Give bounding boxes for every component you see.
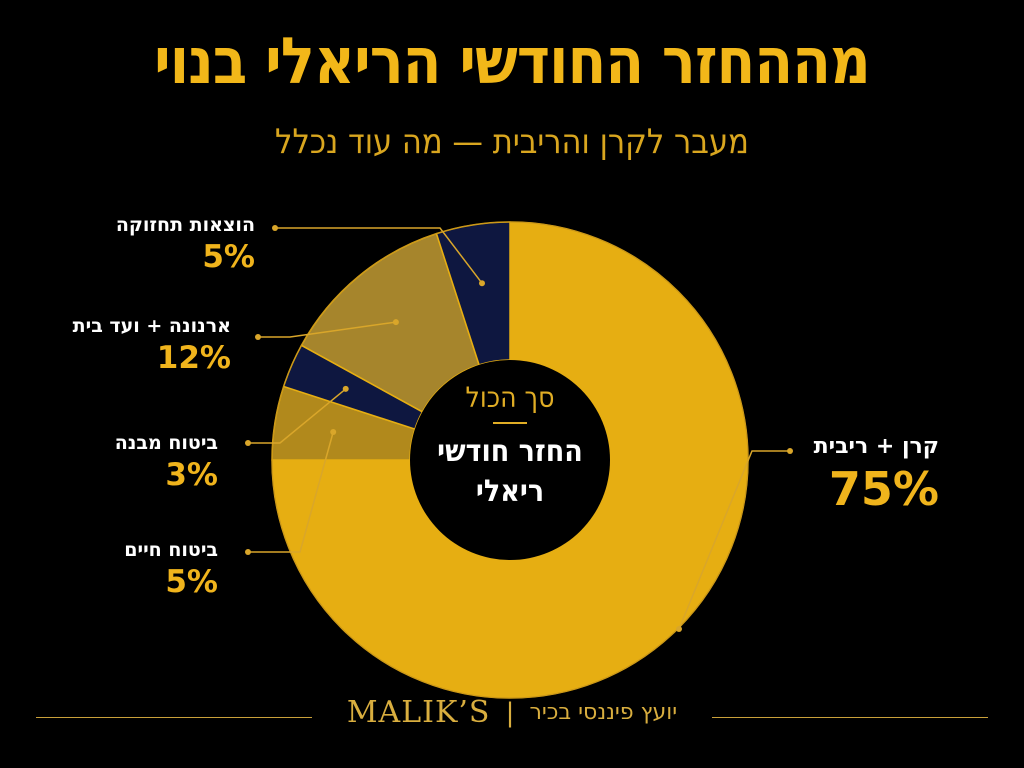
value-maintenance: 5%	[202, 239, 255, 275]
value-building-insurance: 3%	[165, 457, 218, 493]
leader-maintenance	[275, 227, 483, 284]
leader-life-insurance-end-dot	[245, 549, 251, 555]
label-maintenance: הוצאות תחזוקה	[115, 214, 255, 236]
footer-line-right	[712, 717, 988, 718]
page-subtitle: מעבר לקרן והריבית — מה עוד נכלל	[275, 122, 749, 162]
leader-building-insurance-start-dot	[342, 385, 349, 392]
center-total-label: סך הכול	[465, 381, 555, 414]
leader-life-insurance-start-dot	[330, 428, 337, 435]
label-property-tax: ארנונה + ועד בית	[72, 315, 231, 337]
leader-building-insurance	[248, 388, 347, 444]
legend-property-tax: ארנונה + ועד בית 12%	[73, 313, 231, 377]
label-principal-interest: קרן + ריבית	[813, 434, 939, 459]
footer-separator: |	[505, 697, 515, 728]
leader-principal-interest	[678, 450, 790, 630]
value-life-insurance: 5%	[165, 564, 218, 600]
footer: MALIK’S | יועץ פיננסי בכיר	[0, 695, 1024, 730]
leader-principal-interest-end-dot	[787, 448, 793, 454]
value-property-tax: 12%	[156, 340, 231, 376]
leader-maintenance-start-dot	[478, 280, 485, 287]
page-title: מההחזר החודשי הריאלי בנוי	[154, 25, 871, 99]
leader-property-tax-end-dot	[255, 334, 261, 340]
label-life-insurance: ביטוח חיים	[124, 539, 218, 561]
center-main-line1: החזר חודשי	[437, 434, 583, 469]
leader-life-insurance	[248, 431, 334, 553]
label-building-insurance: ביטוח מבנה	[114, 432, 218, 454]
leader-building-insurance-end-dot	[245, 440, 251, 446]
value-principal-interest: 75%	[828, 462, 939, 516]
center-divider	[493, 422, 527, 424]
donut-center: סך הכול החזר חודשי ריאלי	[412, 362, 608, 558]
donut-hole	[410, 360, 610, 560]
footer-line-left	[36, 717, 312, 718]
leader-maintenance-end-dot	[272, 225, 278, 231]
legend-life-insurance: ביטוח חיים 5%	[124, 537, 218, 601]
legend-maintenance: הוצאות תחזוקה 5%	[116, 212, 255, 276]
legend-building-insurance: ביטוח מבנה 3%	[115, 430, 218, 494]
footer-tagline: יועץ פיננסי בכיר	[529, 700, 678, 725]
brand-logo: MALIK’S	[346, 695, 491, 730]
leader-property-tax-start-dot	[392, 319, 399, 326]
legend-principal-interest: קרן + ריבית 75%	[814, 432, 939, 516]
leader-property-tax	[258, 321, 397, 338]
leader-principal-interest-start-dot	[675, 625, 682, 632]
center-main-line2: ריאלי	[475, 474, 545, 509]
